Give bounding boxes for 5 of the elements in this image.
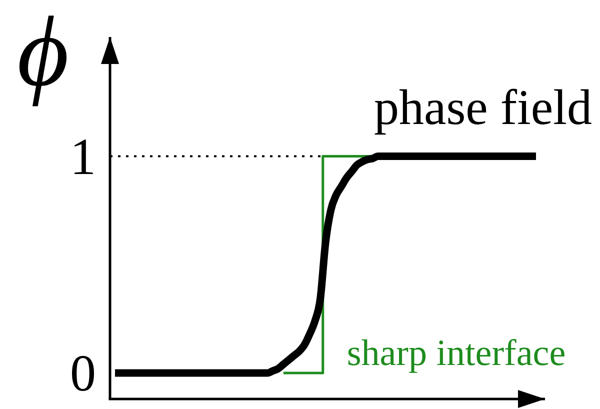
y-axis-title: ϕ — [17, 0, 69, 107]
series-label: phase field — [374, 79, 592, 136]
series-label: sharp interface — [346, 332, 566, 374]
y-tick-label: 1 — [70, 128, 96, 186]
y-tick-label: 0 — [70, 346, 96, 403]
